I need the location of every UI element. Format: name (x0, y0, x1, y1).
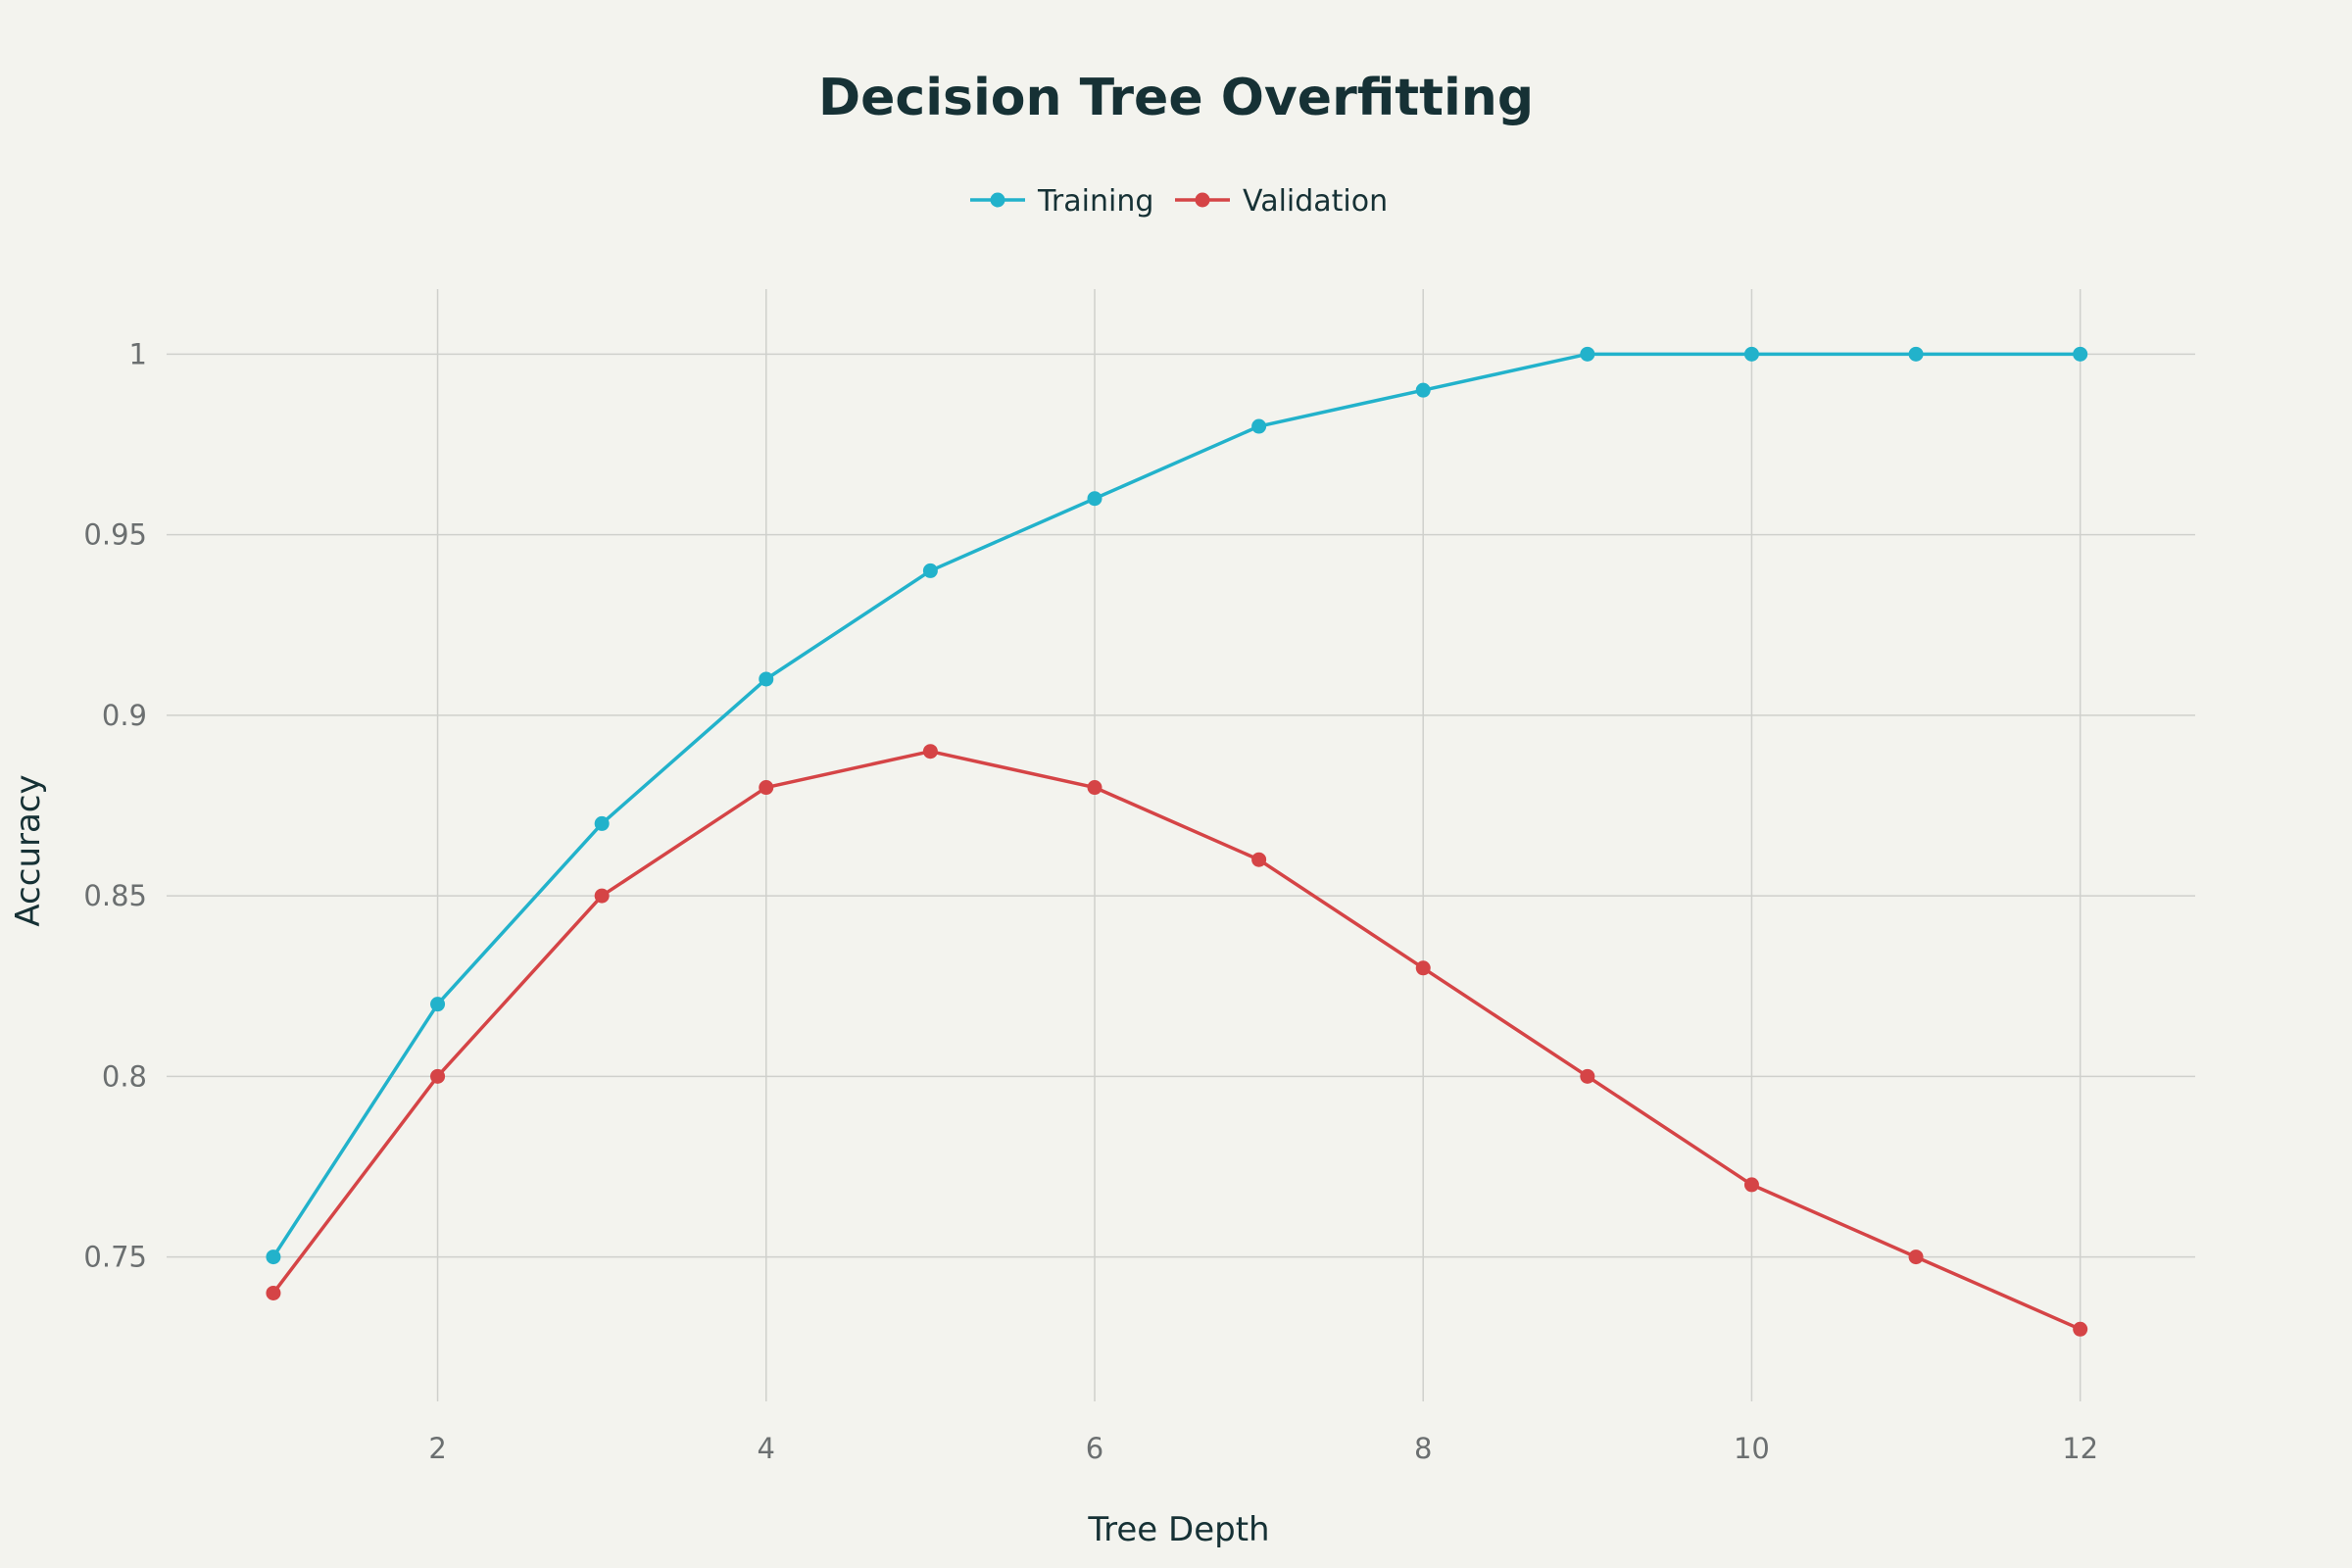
data-point-training (759, 671, 774, 687)
data-point-training (266, 1250, 281, 1265)
legend-marker-validation (1195, 192, 1210, 208)
data-point-training (1251, 418, 1267, 434)
legend-label-validation: Validation (1243, 184, 1388, 219)
y-tick-label: 0.85 (83, 879, 147, 912)
data-point-validation (1415, 960, 1431, 976)
data-point-validation (922, 744, 938, 760)
data-point-validation (594, 888, 610, 904)
data-point-validation (1251, 852, 1267, 867)
data-point-training (1087, 491, 1102, 507)
y-tick-label: 1 (129, 337, 147, 370)
y-axis-title: Accuracy (9, 774, 48, 926)
data-point-training (1415, 382, 1431, 398)
data-point-validation (1087, 780, 1102, 796)
data-point-training (430, 997, 446, 1012)
data-point-training (1743, 346, 1759, 362)
y-tick-label: 0.9 (102, 699, 147, 732)
data-point-training (1580, 346, 1595, 362)
data-point-training (594, 815, 610, 831)
data-point-training (1908, 346, 1924, 362)
x-tick-label: 10 (1734, 1432, 1770, 1465)
chart-title: Decision Tree Overfitting (818, 69, 1534, 127)
data-point-training (922, 563, 938, 578)
data-point-validation (1580, 1068, 1595, 1084)
data-point-validation (2073, 1321, 2088, 1337)
legend-label-training: Training (1037, 184, 1153, 219)
x-tick-label: 12 (2062, 1432, 2098, 1465)
series-lines (266, 346, 2088, 1337)
y-tick-label: 0.75 (83, 1241, 147, 1274)
x-tick-label: 6 (1086, 1432, 1103, 1465)
series-line-validation (271, 749, 2082, 1331)
series-line-training (271, 352, 2081, 1258)
legend-marker-training (990, 192, 1005, 208)
x-tick-label: 4 (758, 1432, 775, 1465)
tick-labels: 2 4 6 8 10 12 0.75 0.8 0.85 0.9 0.95 1 (83, 337, 2098, 1465)
x-axis-title: Tree Depth (1087, 1510, 1269, 1549)
legend: Training Validation (970, 184, 1388, 219)
data-point-validation (266, 1285, 281, 1300)
x-tick-label: 2 (428, 1432, 446, 1465)
y-tick-label: 0.8 (102, 1059, 147, 1093)
data-point-validation (1743, 1177, 1759, 1193)
y-tick-label: 0.95 (83, 518, 147, 552)
data-point-validation (1908, 1250, 1924, 1265)
data-point-validation (759, 780, 774, 796)
x-tick-label: 8 (1414, 1432, 1432, 1465)
data-point-validation (430, 1068, 446, 1084)
gridlines (167, 289, 2195, 1401)
data-point-training (2073, 346, 2088, 362)
